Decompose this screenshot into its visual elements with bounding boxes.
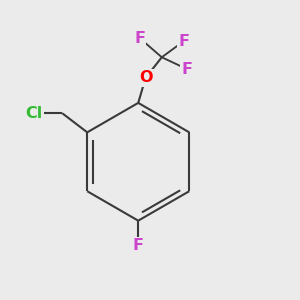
Text: F: F: [134, 31, 145, 46]
Text: F: F: [178, 34, 189, 49]
Text: F: F: [133, 238, 144, 253]
Text: O: O: [139, 70, 152, 86]
Text: Cl: Cl: [26, 106, 43, 121]
Text: F: F: [181, 61, 192, 76]
